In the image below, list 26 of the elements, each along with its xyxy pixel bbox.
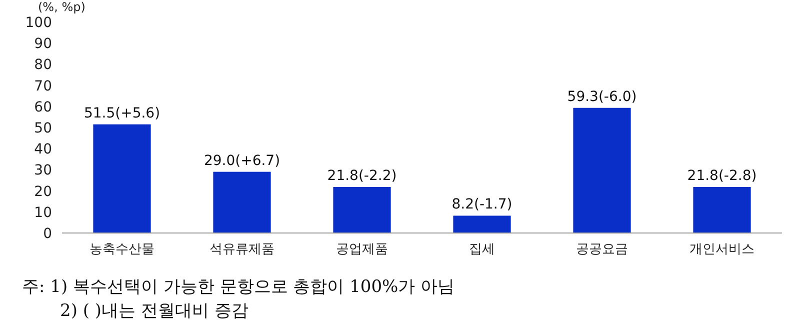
data-label: 59.3(-6.0) — [567, 88, 637, 105]
x-tick-label: 석유류제품 — [210, 242, 274, 257]
y-tick-label: 60 — [34, 99, 52, 116]
x-tick-label: 집세 — [469, 242, 495, 257]
x-tick-label: 개인서비스 — [690, 242, 754, 257]
y-tick-label: 0 — [43, 226, 52, 242]
data-label: 21.8(-2.2) — [327, 168, 397, 184]
y-tick-label: 50 — [34, 120, 52, 136]
y-tick-label: 20 — [34, 184, 52, 200]
x-tick-label: 공공요금 — [576, 242, 628, 257]
annotation: 주: 1) 복수선택이 가능한 문항으로 총합이 100%가 아님 — [22, 277, 455, 297]
data-label: 29.0(+6.7) — [204, 152, 280, 169]
y-tick-label: 80 — [34, 57, 52, 74]
y-tick-label: 100 — [25, 15, 52, 31]
x-tick-label: 농축수산물 — [90, 242, 154, 257]
y-axis-title: (%, %p) — [38, 0, 86, 14]
data-label: 8.2(-1.7) — [452, 196, 512, 213]
y-tick-label: 70 — [34, 78, 52, 94]
annotation: 2) ( )내는 전월대비 증감 — [60, 301, 248, 321]
x-tick-label: 공업제품 — [336, 242, 388, 257]
data-label: 21.8(-2.8) — [687, 168, 757, 184]
y-tick-label: 40 — [34, 142, 52, 158]
data-label: 51.5(+5.6) — [84, 105, 160, 122]
y-tick-label: 90 — [34, 36, 52, 52]
y-tick-label: 10 — [34, 204, 52, 221]
y-tick-label: 30 — [34, 162, 52, 179]
